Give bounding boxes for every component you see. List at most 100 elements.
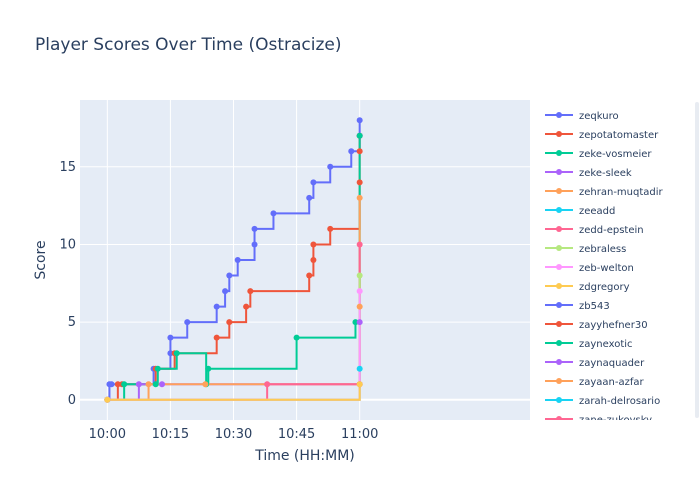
legend-swatch-marker <box>556 340 562 346</box>
data-point-zeqkuro <box>348 148 355 155</box>
legend-swatch-marker <box>556 207 562 213</box>
y-tick-label: 15 <box>59 160 76 175</box>
legend-item[interactable]: zebraless <box>545 244 626 255</box>
x-tick-label: 10:00 <box>89 427 126 442</box>
legend-label: zehran-muqtadir <box>579 187 664 198</box>
data-point-zepotatomaster <box>310 257 317 263</box>
data-point-zeke-vosmeier <box>173 350 180 357</box>
legend-swatch-marker <box>556 226 562 232</box>
legend-swatch-marker <box>556 112 562 118</box>
data-point-zeke-vosmeier <box>352 319 359 326</box>
legend-label: zeke-vosmeier <box>579 149 652 160</box>
legend-swatch-marker <box>556 359 562 365</box>
legend[interactable]: zeqkuro zepotatomaster zeke-vosmeier zeke-s… <box>545 102 699 426</box>
legend-item[interactable]: zayaan-azfar <box>545 377 645 388</box>
legend-swatch-marker <box>556 302 562 308</box>
legend-item[interactable]: zeb-welton <box>545 263 634 274</box>
legend-item[interactable]: zaynaquader <box>545 358 645 369</box>
legend-label: zaynaquader <box>579 358 645 369</box>
legend-label: zarah-delrosario <box>579 396 660 407</box>
y-tick-label: 10 <box>59 237 76 252</box>
data-point-zeke-vosmeier <box>152 381 159 388</box>
data-point-zepotatomaster <box>306 272 313 279</box>
legend-items: zeqkuro zepotatomaster zeke-vosmeier zeke-s… <box>545 111 664 426</box>
data-point-zepotatomaster <box>226 319 233 326</box>
data-point-zeqkuro <box>167 334 174 341</box>
data-point-zeke-sleek <box>135 381 142 388</box>
data-point-zeke-vosmeier <box>205 365 212 372</box>
x-tick-label: 10:15 <box>152 427 189 442</box>
legend-item[interactable]: zehran-muqtadir <box>545 187 664 198</box>
data-point-zeqkuro <box>251 241 258 248</box>
legend-swatch-marker <box>556 264 562 270</box>
x-tick-labels: 10:00 10:15 10:30 10:45 11:00 <box>89 427 379 442</box>
y-tick-labels: 0 5 10 15 <box>59 160 76 408</box>
data-point-zeke-sleek <box>159 381 166 388</box>
x-tick-label: 10:45 <box>278 427 315 442</box>
data-point-zeqkuro <box>270 210 277 217</box>
legend-swatch-marker <box>556 416 562 420</box>
data-point-zeqkuro <box>306 194 313 201</box>
legend-item[interactable]: zedd-epstein <box>545 225 644 236</box>
x-tick-label: 10:30 <box>215 427 252 442</box>
legend-label: zeeadd <box>579 206 615 217</box>
legend-item[interactable]: zepotatomaster <box>545 130 659 141</box>
series-line-zdgregory <box>107 384 361 401</box>
data-point-zeqkuro <box>310 179 317 186</box>
legend-item[interactable]: zane-zukovsky <box>545 415 652 426</box>
data-point-zeke-vosmeier <box>154 365 161 372</box>
data-point-zedd-epstein <box>356 241 363 248</box>
data-point-zeke-vosmeier <box>356 132 363 139</box>
data-point-zeqkuro <box>226 272 233 279</box>
legend-item[interactable]: zeke-vosmeier <box>545 149 652 160</box>
data-point-zeke-vosmeier <box>293 334 300 341</box>
data-point-zehran-muqtadir <box>356 303 363 310</box>
legend-swatch-marker <box>556 188 562 194</box>
chart-title: Player Scores Over Time (Ostracize) <box>35 35 342 55</box>
data-point-zepotatomaster <box>356 148 363 155</box>
data-point-zeqkuro <box>234 257 241 263</box>
y-axis-label: Score <box>33 240 49 279</box>
legend-label: zayyhefner30 <box>579 320 648 331</box>
series-points <box>104 117 363 403</box>
data-point-zeqkuro <box>327 163 334 170</box>
legend-label: zeke-sleek <box>579 168 632 179</box>
data-point-zeqkuro <box>356 117 363 124</box>
legend-label: zepotatomaster <box>579 130 659 141</box>
data-point-zeqkuro <box>108 381 115 388</box>
legend-label: zaynexotic <box>579 339 633 350</box>
x-axis-label: Time (HH:MM) <box>254 448 355 464</box>
data-point-zdgregory <box>104 396 111 403</box>
legend-item[interactable]: zb543 <box>545 301 610 312</box>
data-point-zepotatomaster <box>114 381 121 388</box>
data-point-zepotatomaster <box>356 179 363 186</box>
legend-item[interactable]: zarah-delrosario <box>545 396 660 407</box>
legend-item[interactable]: zeeadd <box>545 206 615 217</box>
legend-item[interactable]: zaynexotic <box>545 339 633 350</box>
legend-label: zebraless <box>579 244 626 255</box>
legend-item[interactable]: zayyhefner30 <box>545 320 648 331</box>
data-point-zedd-epstein <box>264 381 271 388</box>
legend-swatch-marker <box>556 283 562 289</box>
legend-label: zeb-welton <box>579 263 634 274</box>
x-tick-label: 11:00 <box>341 427 378 442</box>
legend-scrollbar[interactable] <box>695 102 699 418</box>
data-point-zeeadd <box>356 365 363 372</box>
legend-swatch-marker <box>556 245 562 251</box>
plot-area <box>80 100 530 420</box>
data-point-zepotatomaster <box>213 334 220 341</box>
legend-label: zayaan-azfar <box>579 377 645 388</box>
y-tick-label: 0 <box>68 393 76 408</box>
legend-swatch-marker <box>556 150 562 156</box>
data-point-zeqkuro <box>167 350 174 357</box>
data-point-zepotatomaster <box>310 241 317 248</box>
legend-item[interactable]: zeqkuro <box>545 111 619 122</box>
legend-item[interactable]: zdgregory <box>545 282 630 293</box>
legend-label: zane-zukovsky <box>579 415 652 426</box>
data-point-zehran-muqtadir <box>356 194 363 201</box>
legend-item[interactable]: zeke-sleek <box>545 168 632 179</box>
data-point-zeke-sleek <box>356 319 363 326</box>
legend-swatch-marker <box>556 321 562 327</box>
